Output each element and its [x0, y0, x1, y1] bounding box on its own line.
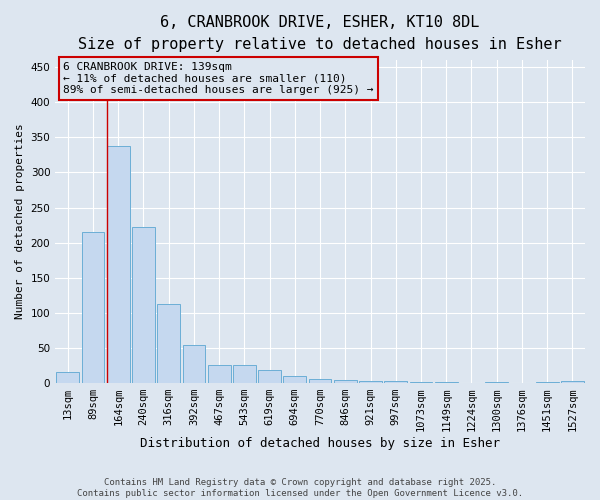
Bar [536, 382, 559, 383]
Text: Contains HM Land Registry data © Crown copyright and database right 2025.
Contai: Contains HM Land Registry data © Crown c… [77, 478, 523, 498]
Bar [410, 382, 433, 383]
Bar [435, 382, 458, 383]
Bar [107, 146, 130, 383]
Bar [485, 382, 508, 383]
Bar [233, 364, 256, 383]
Bar [82, 232, 104, 383]
Bar [56, 372, 79, 383]
Bar [182, 345, 205, 383]
Bar [334, 380, 356, 383]
Bar [359, 382, 382, 383]
Text: 6 CRANBROOK DRIVE: 139sqm
← 11% of detached houses are smaller (110)
89% of semi: 6 CRANBROOK DRIVE: 139sqm ← 11% of detac… [63, 62, 374, 95]
Title: 6, CRANBROOK DRIVE, ESHER, KT10 8DL
Size of property relative to detached houses: 6, CRANBROOK DRIVE, ESHER, KT10 8DL Size… [78, 15, 562, 52]
Bar [283, 376, 306, 383]
Bar [132, 227, 155, 383]
Bar [561, 380, 584, 383]
Y-axis label: Number of detached properties: Number of detached properties [15, 124, 25, 320]
Bar [258, 370, 281, 383]
Bar [309, 380, 331, 383]
Bar [208, 364, 230, 383]
X-axis label: Distribution of detached houses by size in Esher: Distribution of detached houses by size … [140, 437, 500, 450]
Bar [157, 304, 180, 383]
Bar [385, 382, 407, 383]
